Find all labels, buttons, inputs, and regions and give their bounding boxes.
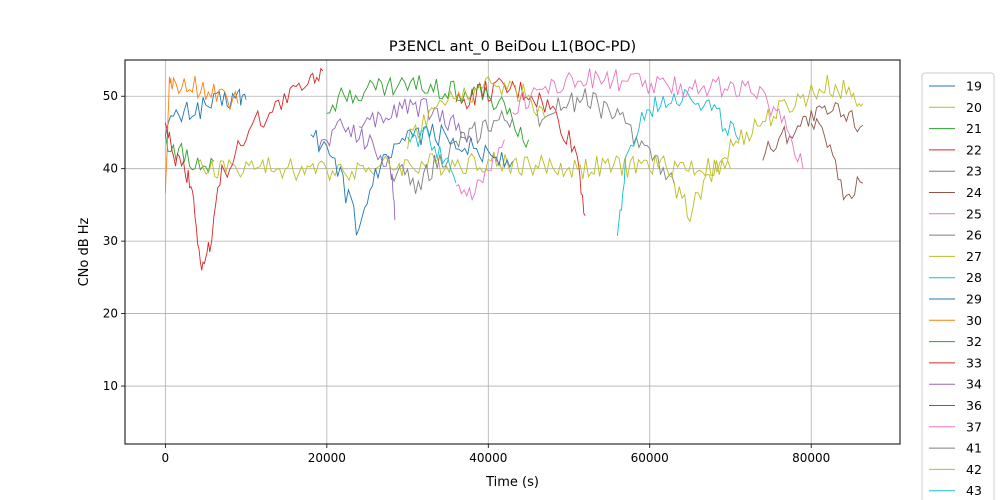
series-line-24: [762, 101, 864, 161]
y-tick-label: 30: [103, 234, 118, 248]
series-line-33: [164, 67, 324, 271]
legend-label: 23: [966, 164, 982, 179]
legend-label: 25: [966, 206, 982, 221]
legend-label: 27: [966, 249, 982, 264]
legend-label: 43: [966, 483, 982, 498]
grid-lines: [125, 60, 900, 444]
series-line-32: [326, 75, 530, 149]
series-line-41: [390, 109, 513, 194]
series-line-27: [197, 151, 731, 182]
plot-area: [164, 67, 864, 271]
x-tick-label: 60000: [631, 451, 669, 465]
chart-title: P3ENCL ant_0 BeiDou L1(BOC-PD): [389, 39, 636, 55]
series-line-23: [318, 118, 396, 220]
series-line-25: [455, 139, 505, 202]
x-axis: 0 20000 40000 60000 80000: [162, 444, 830, 465]
y-tick-label: 10: [103, 379, 118, 393]
legend-label: 32: [966, 334, 982, 349]
y-axis: 10 20 30 40 50: [103, 89, 125, 393]
legend-label: 33: [966, 355, 982, 370]
y-tick-label: 40: [103, 162, 118, 176]
x-tick-label: 80000: [792, 451, 830, 465]
series-line-21: [164, 134, 215, 174]
series-line-28: [616, 88, 739, 236]
legend-label: 24: [966, 185, 982, 200]
y-axis-label: CNo dB Hz: [77, 217, 92, 286]
y-tick-label: 50: [103, 89, 118, 103]
series-line-29: [310, 123, 513, 236]
legend-label: 21: [966, 121, 982, 136]
legend-label: 34: [966, 377, 982, 392]
series-line-43: [407, 125, 457, 184]
series-line-30: [164, 76, 239, 193]
legend-label: 36: [966, 398, 982, 413]
legend-label: 41: [966, 441, 982, 456]
legend-label: 20: [966, 100, 982, 115]
legend-label: 19: [966, 79, 982, 94]
x-tick-label: 0: [162, 451, 170, 465]
legend: 19 20 21 22 23 24 25 26 27 28 29 30 32 33 34 36 37 41 42 43: [921, 72, 995, 500]
legend-label: 22: [966, 142, 982, 157]
series-line-36: [810, 117, 864, 201]
legend-label: 26: [966, 228, 982, 243]
series-line-34: [358, 98, 473, 141]
legend-label: 28: [966, 270, 982, 285]
plot-frame: [124, 59, 901, 445]
legend-label: 37: [966, 419, 982, 434]
series-line-19: [164, 88, 247, 136]
series-line-42: [407, 75, 546, 150]
legend-label: 30: [966, 313, 982, 328]
legend-frame: [921, 72, 995, 500]
x-tick-label: 20000: [308, 451, 346, 465]
series-line-26: [536, 88, 675, 184]
x-tick-label: 40000: [469, 451, 507, 465]
y-tick-label: 20: [103, 307, 118, 321]
series-line-20: [673, 74, 864, 223]
series-line-37: [512, 68, 804, 169]
x-axis-label: Time (s): [485, 475, 539, 490]
legend-label: 29: [966, 292, 982, 307]
legend-label: 42: [966, 462, 982, 477]
